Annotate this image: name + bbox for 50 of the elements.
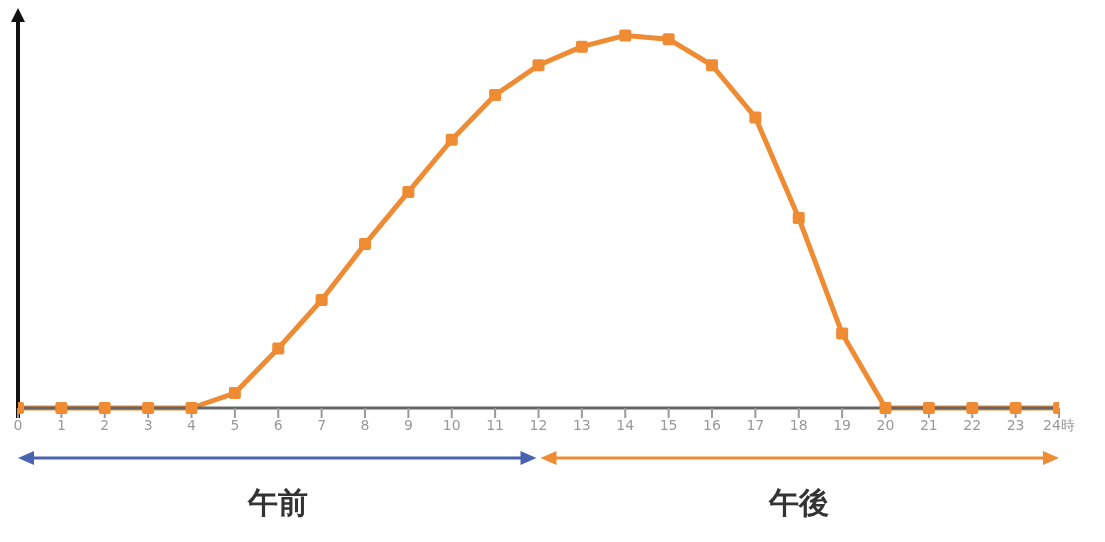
point — [662, 33, 675, 46]
point — [532, 59, 545, 72]
x-tick-label: 20 — [876, 416, 895, 433]
point — [966, 402, 979, 414]
point — [228, 387, 241, 400]
x-tick-label: 18 — [789, 416, 808, 433]
text: 午後 — [767, 484, 830, 522]
point — [445, 133, 458, 146]
x-tick-label: 6 — [273, 416, 283, 433]
point — [792, 212, 805, 224]
point — [315, 293, 328, 306]
point — [402, 185, 415, 198]
point — [836, 327, 849, 340]
x-tick-label: 15 — [659, 416, 678, 433]
x-tick-label: 23 — [1006, 416, 1025, 433]
x-tick-label: 9 — [403, 416, 413, 433]
point — [706, 59, 718, 72]
x-tick-label: 11 — [486, 416, 505, 433]
x-tick-label: 0 — [13, 416, 23, 433]
x-tick-label: 12 — [529, 416, 548, 433]
x-tick-label: 22 — [963, 416, 982, 433]
point — [359, 238, 371, 251]
x-tick-label: 17 — [746, 416, 765, 433]
x-tick-label: 3 — [143, 416, 153, 433]
x-tick-label: 5 — [230, 416, 240, 433]
point — [98, 402, 111, 414]
point — [879, 402, 892, 414]
x-tick-label: 19 — [833, 416, 852, 433]
x-tick-label: 14 — [616, 416, 635, 433]
point — [489, 89, 502, 102]
point — [575, 40, 588, 53]
x-tick-label: 2 — [100, 416, 110, 433]
x-tick-label: 1 — [56, 416, 66, 433]
x-tick-label: 10 — [442, 416, 461, 433]
point — [1009, 402, 1022, 414]
point — [142, 402, 155, 414]
point — [749, 111, 762, 124]
x-tick-label: 16 — [703, 416, 721, 433]
point — [272, 342, 285, 355]
x-tick-label: 21 — [919, 416, 938, 433]
x-tick-label: 8 — [360, 416, 370, 433]
x-tick-label: 7 — [317, 416, 327, 433]
point — [55, 402, 68, 414]
x-tick-label: 13 — [572, 416, 591, 433]
text: 午前 — [246, 484, 310, 522]
point — [619, 29, 632, 42]
point — [185, 402, 198, 414]
x-tick-label: 4 — [187, 416, 197, 433]
point — [922, 402, 935, 414]
x-tick-label: 24時 — [1043, 416, 1075, 433]
